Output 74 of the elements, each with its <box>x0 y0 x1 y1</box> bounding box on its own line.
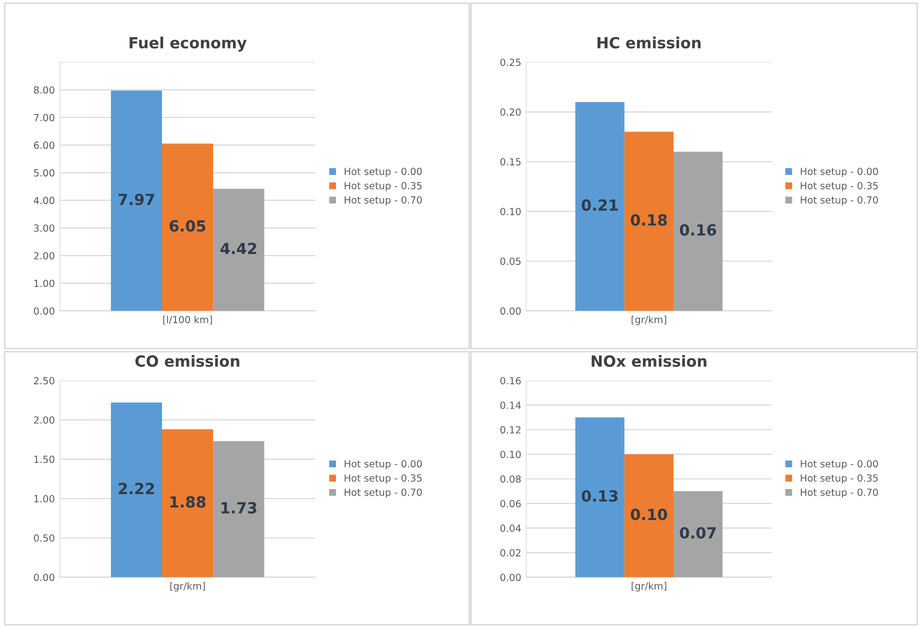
bar <box>213 188 264 311</box>
y-tick-label: 1.50 <box>34 456 54 464</box>
y-tick-label: 0.08 <box>500 475 521 483</box>
bar <box>162 429 214 578</box>
y-tick-label: 0.15 <box>500 158 521 166</box>
legend-label: Hot setup - 0.35 <box>344 182 422 192</box>
y-tick-label: 2.00 <box>34 416 54 424</box>
data-label: 0.07 <box>680 527 716 539</box>
y-tick-label: 2.50 <box>34 377 54 384</box>
bar <box>673 152 723 311</box>
y-tick-label: 0.16 <box>500 377 521 384</box>
legend-label: Hot setup - 0.35 <box>800 182 878 192</box>
bar <box>575 102 624 311</box>
y-tick-label: 1.00 <box>34 495 54 502</box>
legend-label: Hot setup - 0.00 <box>344 460 422 470</box>
data-label: 0.21 <box>582 199 618 211</box>
data-label: 0.10 <box>630 508 668 520</box>
data-label: 0.18 <box>630 214 667 226</box>
y-tick-label: 8.00 <box>34 86 54 94</box>
chart-title: NOx emission <box>592 355 706 367</box>
legend-label: Hot setup - 0.00 <box>800 460 878 470</box>
y-tick-label: 0.00 <box>34 574 54 582</box>
y-tick-label: 0.20 <box>500 108 521 116</box>
bar <box>110 90 162 311</box>
chart-title: CO emission <box>135 355 240 367</box>
x-tick-label: [gr/km] <box>632 582 666 592</box>
data-label: 1.88 <box>170 496 206 508</box>
y-tick-label: 0.06 <box>500 500 521 508</box>
y-tick-label: 4.00 <box>34 196 54 204</box>
legend-label: Hot setup - 0.35 <box>344 474 422 484</box>
legend-label: Hot setup - 0.35 <box>800 474 878 484</box>
y-tick-label: 0.00 <box>500 574 521 582</box>
y-tick-label: 0.04 <box>500 524 521 532</box>
legend-label: Hot setup - 0.70 <box>344 488 422 498</box>
data-label: 0.13 <box>582 490 618 502</box>
y-tick-label: 0.00 <box>34 307 54 315</box>
legend-label: Hot setup - 0.70 <box>800 196 878 206</box>
legend-label: Hot setup - 0.70 <box>344 196 422 206</box>
data-label: 6.05 <box>170 220 206 232</box>
y-tick-label: 0.05 <box>500 258 521 265</box>
x-tick-label: [gr/km] <box>170 582 205 592</box>
data-label: 7.97 <box>118 194 154 206</box>
y-tick-label: 5.00 <box>34 169 54 177</box>
y-tick-label: 0.12 <box>500 426 520 434</box>
y-tick-label: 2.00 <box>34 252 54 260</box>
legend-label: Hot setup - 0.00 <box>344 168 422 177</box>
y-tick-label: 0.14 <box>500 402 521 409</box>
bar <box>673 491 723 578</box>
legend-label: Hot setup - 0.70 <box>800 488 878 498</box>
x-tick-label: [l/100 km] <box>163 316 212 324</box>
bar <box>624 454 674 578</box>
x-tick-label: [gr/km] <box>632 316 666 326</box>
y-tick-label: 3.00 <box>34 224 54 232</box>
y-tick-label: 0.25 <box>500 58 521 66</box>
y-tick-label: 7.00 <box>34 114 54 122</box>
bar <box>575 417 624 578</box>
data-label: 4.42 <box>220 242 256 254</box>
legend-label: Hot setup - 0.00 <box>800 168 878 177</box>
y-tick-label: 0.10 <box>500 450 521 458</box>
chart-title: HC emission <box>598 36 701 48</box>
y-tick-label: 6.00 <box>34 142 54 149</box>
y-tick-label: 1.00 <box>34 280 54 288</box>
y-tick-label: 0.10 <box>500 208 521 216</box>
chart-title: Fuel economy <box>130 36 247 52</box>
bar <box>213 441 264 578</box>
y-tick-label: 0.00 <box>500 307 521 315</box>
bar <box>110 402 162 578</box>
bar <box>624 132 674 311</box>
data-label: 1.73 <box>222 502 256 514</box>
bar <box>162 144 214 311</box>
data-label: 0.16 <box>680 224 716 236</box>
y-tick-label: 0.02 <box>500 549 520 556</box>
data-label: 2.22 <box>118 482 154 494</box>
y-tick-label: 0.50 <box>34 534 54 542</box>
